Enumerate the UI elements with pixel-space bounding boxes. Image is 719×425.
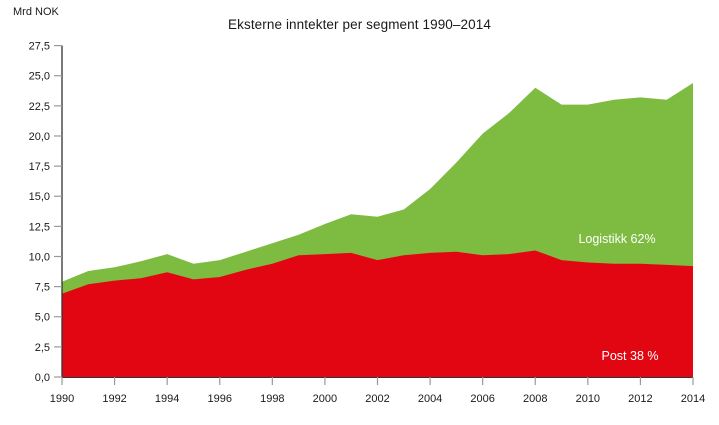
y-tick-label: 22,5 (29, 101, 50, 113)
x-tick-label: 2014 (681, 393, 705, 405)
x-tick-label: 2002 (365, 393, 389, 405)
post-area (62, 250, 693, 377)
x-tick-label: 1994 (155, 393, 179, 405)
x-tick-label: 2004 (418, 393, 442, 405)
x-tick-label: 1996 (208, 393, 232, 405)
y-tick-label: 0,0 (35, 372, 50, 384)
chart-title: Eksterne inntekter per segment 1990–2014 (228, 17, 491, 32)
x-tick-label: 2010 (576, 393, 600, 405)
x-tick-label: 1998 (260, 393, 284, 405)
x-tick-label: 2012 (628, 393, 652, 405)
x-tick-label: 1992 (102, 393, 126, 405)
y-tick-label: 7,5 (35, 282, 50, 294)
logistikk-area-label: Logistikk 62% (578, 232, 656, 246)
x-tick-label: 2006 (470, 393, 494, 405)
y-tick-label: 20,0 (29, 131, 50, 143)
x-tick-label: 2000 (313, 393, 337, 405)
y-axis-unit-label: Mrd NOK (13, 6, 59, 18)
y-tick-label: 17,5 (29, 161, 50, 173)
y-tick-label: 2,5 (35, 342, 50, 354)
y-tick-label: 12,5 (29, 221, 50, 233)
x-tick-label: 2008 (523, 393, 547, 405)
x-tick-label: 1990 (50, 393, 74, 405)
y-tick-label: 5,0 (35, 312, 50, 324)
y-tick-label: 27,5 (29, 41, 50, 53)
post-area-label: Post 38 % (601, 349, 659, 363)
y-tick-label: 25,0 (29, 71, 50, 83)
y-tick-label: 10,0 (29, 251, 50, 263)
y-tick-label: 15,0 (29, 191, 50, 203)
